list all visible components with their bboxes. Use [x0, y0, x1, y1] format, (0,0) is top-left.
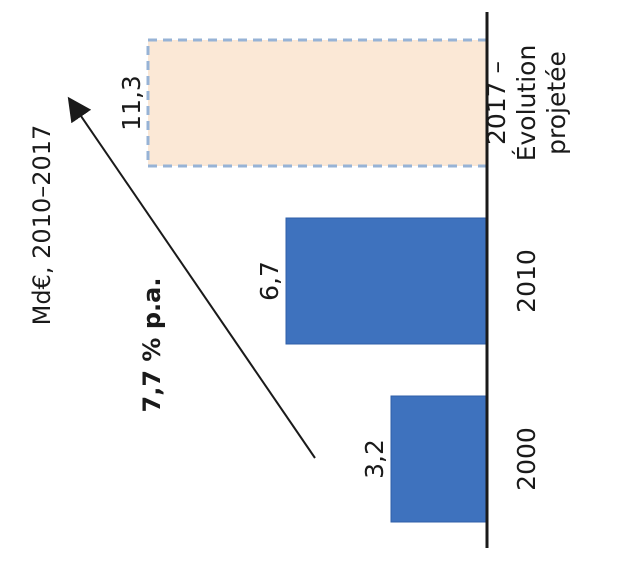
- value-label: 3,2: [360, 439, 389, 479]
- growth-arrow: [67, 96, 316, 459]
- bar: [390, 395, 488, 523]
- projected-bar: [146, 38, 489, 168]
- category-label: 2000: [512, 427, 541, 491]
- category-label: 2010: [512, 249, 541, 313]
- value-label: 11,3: [117, 75, 146, 131]
- bar: [285, 217, 488, 345]
- growth-rate-label: 7,7 % p.a.: [138, 278, 166, 413]
- category-label: projetée: [542, 51, 571, 155]
- unit-label: Md€, 2010–2017: [28, 125, 56, 326]
- category-label: Évolution: [512, 45, 541, 162]
- value-label: 6,7: [255, 261, 284, 301]
